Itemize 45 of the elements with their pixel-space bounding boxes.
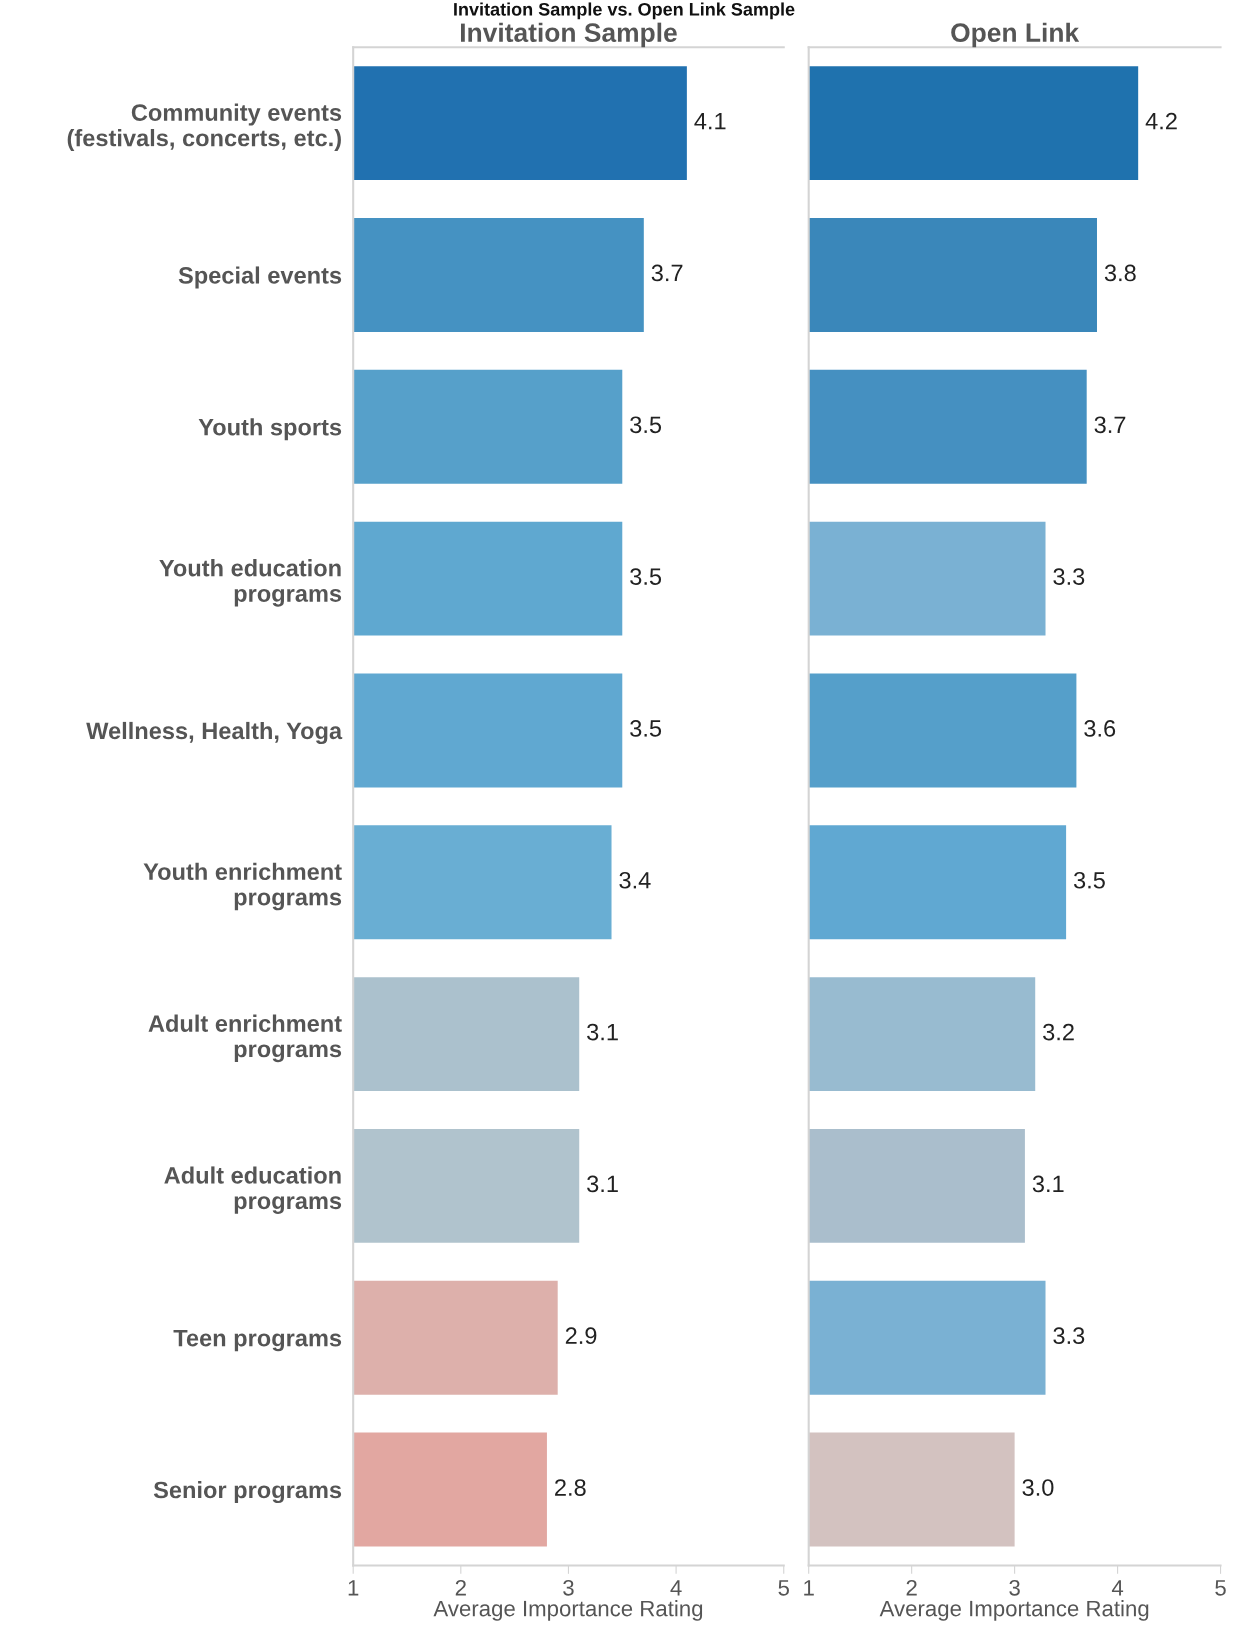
- x-tick-label: 1: [804, 1580, 814, 1596]
- data-label: 3.5: [630, 568, 662, 585]
- data-label: 3.6: [1084, 720, 1116, 737]
- x-tick-label: 3: [1009, 1579, 1020, 1596]
- data-label: 3.5: [1073, 871, 1105, 889]
- chart-title: Open Link: [951, 22, 1080, 48]
- data-label: 3.1: [1032, 1175, 1064, 1193]
- text: Invitation Sample vs. Open Link Sample: [454, 2, 795, 20]
- chart-title: Invitation Sample: [461, 22, 677, 48]
- x-tick-label: 4: [1111, 1580, 1124, 1596]
- data-label: 3.8: [1104, 264, 1136, 282]
- x-tick-label: 1: [348, 1580, 359, 1596]
- data-label: 3.3: [1053, 1327, 1085, 1345]
- data-label: 4.1: [694, 113, 726, 130]
- x-tick-label: 5: [778, 1580, 789, 1596]
- y-tick-label: Adult education programs: [164, 1166, 342, 1214]
- y-tick-label: Wellness, Health, Yoga: [86, 721, 343, 744]
- data-label: 3.5: [630, 720, 662, 737]
- y-tick-label: Senior programs: [153, 1481, 342, 1504]
- data-label: 3.1: [587, 1023, 618, 1041]
- data-label: 3.0: [1022, 1479, 1054, 1496]
- x-tick-label: 4: [670, 1580, 682, 1596]
- y-tick-label: Community events (festivals, concerts, etc.): [67, 103, 342, 152]
- y-tick-label: Youth education programs: [159, 559, 342, 607]
- data-label: 2.9: [565, 1327, 597, 1345]
- data-label: 4.2: [1145, 112, 1177, 130]
- x-tick-label: 3: [563, 1579, 574, 1596]
- data-label: 3.5: [630, 416, 662, 434]
- x-tick-label: 2: [906, 1579, 917, 1596]
- x-axis-title: Average Importance Rating: [879, 1600, 1149, 1621]
- x-axis-title: Average Importance Rating: [433, 1600, 703, 1621]
- x-tick-label: 2: [455, 1579, 466, 1596]
- data-label: 3.2: [1043, 1023, 1074, 1041]
- data-label: 3.7: [651, 264, 683, 282]
- y-tick-label: Youth enrichment programs: [143, 862, 342, 911]
- x-tick-label: 5: [1215, 1580, 1226, 1596]
- data-label: 3.1: [587, 1175, 618, 1193]
- y-tick-label: Teen programs: [173, 1329, 342, 1352]
- data-label: 3.4: [619, 871, 651, 889]
- y-tick-label: Special events: [178, 266, 342, 289]
- data-label: 3.3: [1053, 568, 1085, 585]
- y-tick-label: Adult enrichment programs: [148, 1014, 342, 1063]
- y-tick-label: Youth sports: [198, 418, 342, 441]
- data-label: 2.8: [555, 1479, 586, 1496]
- data-label: 3.7: [1094, 416, 1126, 434]
